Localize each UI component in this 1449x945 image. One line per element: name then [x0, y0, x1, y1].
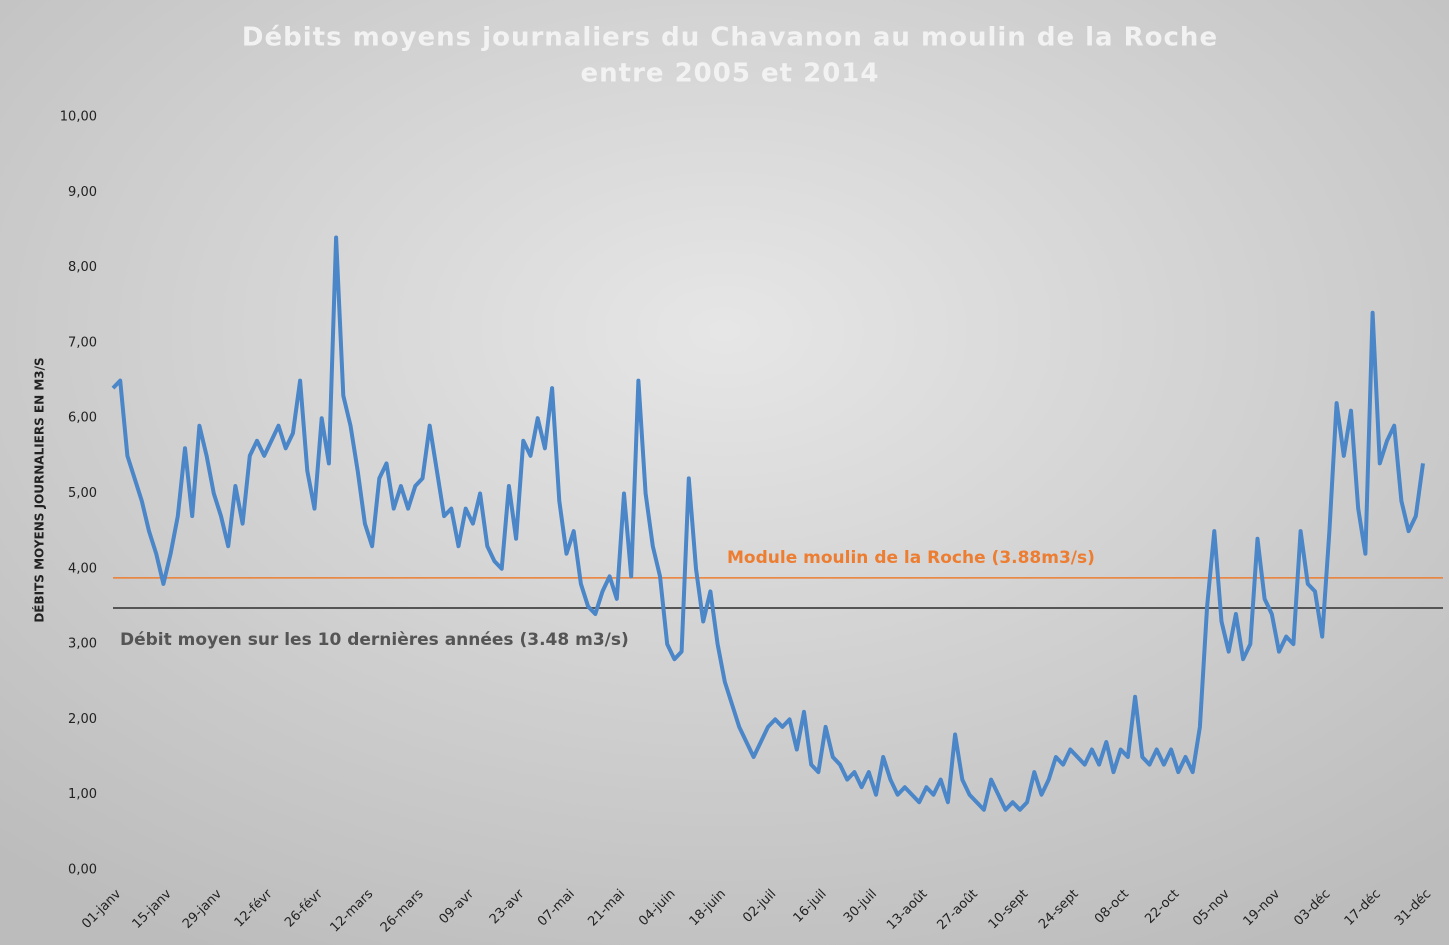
y-axis-label: DÉBITS MOYENS JOURNALIERS EN M3/S — [32, 357, 47, 622]
chart-title: entre 2005 et 2014 — [581, 59, 880, 89]
y-tick-label: 1,00 — [68, 787, 97, 802]
chart-title: Débits moyens journaliers du Chavanon au… — [242, 23, 1218, 53]
reference-label: Débit moyen sur les 10 dernières années … — [120, 630, 629, 650]
y-tick-label: 4,00 — [68, 561, 97, 576]
reference-label: Module moulin de la Roche (3.88m3/s) — [727, 548, 1095, 568]
y-tick-label: 3,00 — [68, 637, 97, 652]
data-line — [111, 235, 1425, 812]
y-tick-label: 8,00 — [68, 260, 97, 275]
y-tick-label: 7,00 — [68, 335, 97, 350]
y-tick-label: 6,00 — [68, 411, 97, 426]
y-tick-label: 5,00 — [68, 486, 97, 501]
y-tick-label: 0,00 — [68, 863, 97, 878]
y-tick-label: 10,00 — [60, 110, 97, 125]
y-tick-label: 9,00 — [68, 185, 97, 200]
y-tick-label: 2,00 — [68, 712, 97, 727]
